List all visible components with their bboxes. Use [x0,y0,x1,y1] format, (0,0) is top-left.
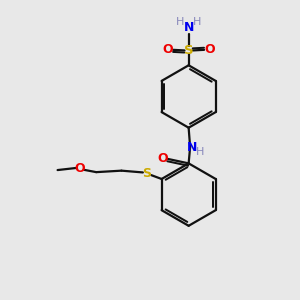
Text: S: S [142,167,151,180]
Text: O: O [157,152,168,165]
Text: H: H [196,147,204,158]
Text: H: H [193,17,201,28]
Text: N: N [186,141,197,154]
Text: N: N [184,21,194,34]
Text: O: O [204,43,215,56]
Text: O: O [163,43,173,56]
Text: S: S [184,44,194,57]
Text: O: O [75,162,85,175]
Text: H: H [176,17,184,28]
